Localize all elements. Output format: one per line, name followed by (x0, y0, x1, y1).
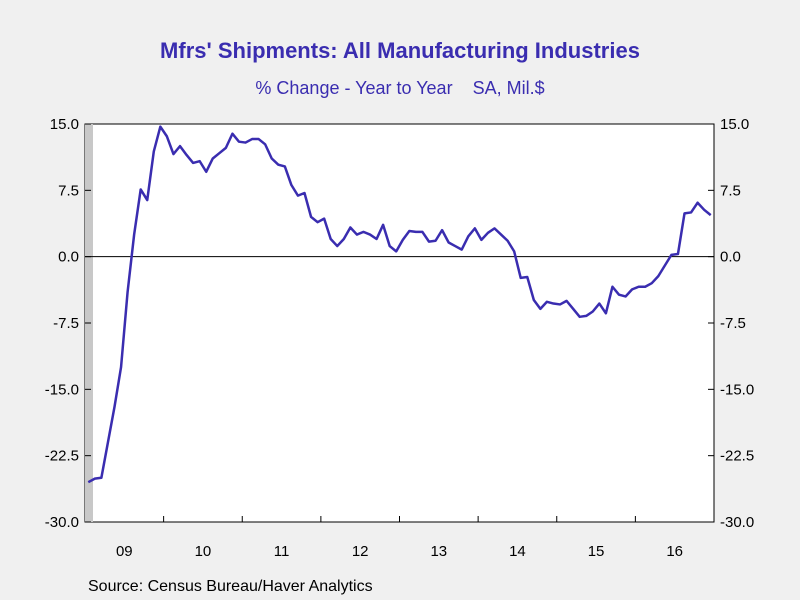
y-tick-label-left: -22.5 (45, 448, 79, 465)
source-note: Source: Census Bureau/Haver Analytics (88, 578, 373, 595)
y-tick-label-right: -22.5 (720, 448, 754, 465)
x-axis: 09 10 11 12 13 14 15 16 (116, 516, 683, 560)
x-tick-label: 09 (116, 543, 133, 560)
chart-title: Mfrs' Shipments: All Manufacturing Indus… (160, 38, 640, 63)
plot-area (84, 123, 715, 523)
y-tick-label-right: 7.5 (720, 182, 741, 199)
y-tick-label-left: -15.0 (45, 381, 79, 398)
left-axis: 15.0 7.5 0.0 -7.5 -15.0 -22.5 -30.0 (45, 116, 91, 531)
series-line (87, 125, 712, 484)
y-tick-label-left: -7.5 (53, 315, 79, 332)
x-tick-label: 14 (509, 543, 526, 560)
chart-subtitle: % Change - Year to Year SA, Mil.$ (255, 78, 545, 98)
x-tick-label: 13 (430, 543, 447, 560)
y-tick-label-right: 0.0 (720, 249, 741, 266)
x-tick-label: 16 (666, 543, 683, 560)
y-tick-label-left: 15.0 (50, 116, 79, 133)
y-tick-label-left: 7.5 (58, 182, 79, 199)
x-tick-label: 11 (274, 543, 290, 560)
y-tick-label-left: 0.0 (58, 249, 79, 266)
right-axis: 15.0 7.5 0.0 -7.5 -15.0 -22.5 -30.0 (708, 116, 754, 531)
x-tick-label: 12 (352, 543, 369, 560)
y-tick-label-right: -15.0 (720, 381, 754, 398)
y-tick-label-right: -30.0 (720, 514, 754, 531)
x-tick-label: 10 (195, 543, 212, 560)
y-tick-label-right: 15.0 (720, 116, 749, 133)
x-tick-label: 15 (588, 543, 605, 560)
y-tick-label-left: -30.0 (45, 514, 79, 531)
y-tick-label-right: -7.5 (720, 315, 746, 332)
